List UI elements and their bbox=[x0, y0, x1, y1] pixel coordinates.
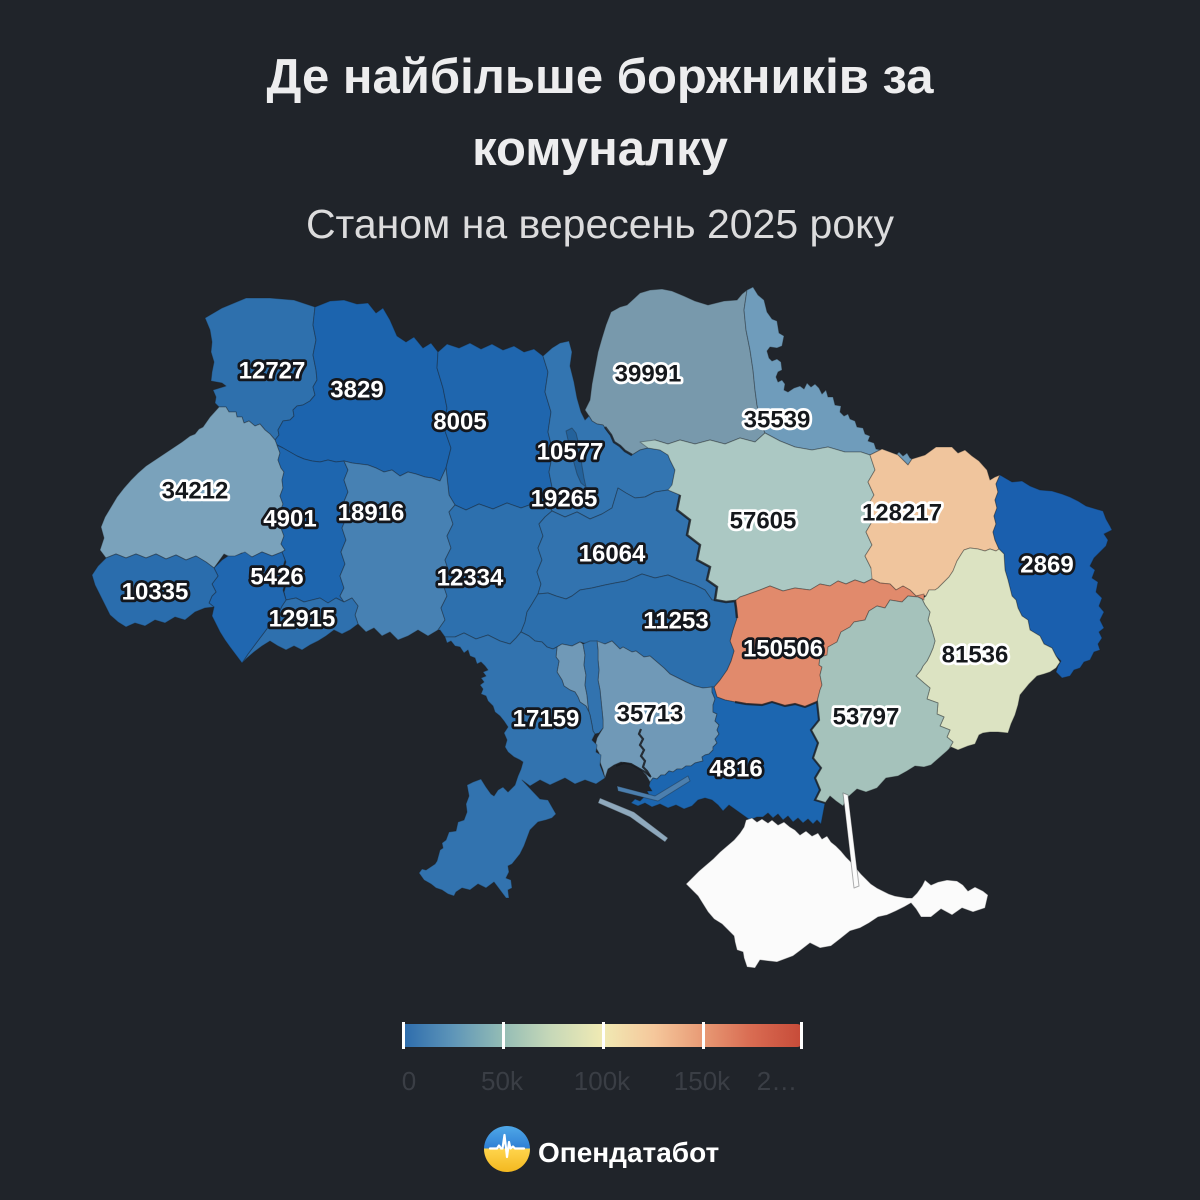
svg-text:128217: 128217 bbox=[862, 500, 942, 527]
svg-text:34212: 34212 bbox=[162, 478, 229, 505]
svg-text:12915: 12915 bbox=[269, 606, 336, 633]
svg-text:2869: 2869 bbox=[1020, 552, 1073, 579]
svg-text:12727: 12727 bbox=[239, 358, 306, 385]
svg-text:19265: 19265 bbox=[531, 486, 598, 513]
svg-text:8005: 8005 bbox=[433, 409, 486, 436]
svg-text:4816: 4816 bbox=[709, 756, 762, 783]
svg-text:17159: 17159 bbox=[513, 706, 580, 733]
svg-text:10335: 10335 bbox=[122, 579, 189, 606]
svg-text:35539: 35539 bbox=[744, 407, 811, 434]
svg-text:16064: 16064 bbox=[579, 541, 646, 568]
svg-text:10577: 10577 bbox=[537, 439, 604, 466]
svg-text:5426: 5426 bbox=[250, 564, 303, 591]
svg-text:4901: 4901 bbox=[263, 506, 316, 533]
svg-text:57605: 57605 bbox=[730, 508, 797, 535]
svg-text:35713: 35713 bbox=[617, 701, 684, 728]
svg-text:3829: 3829 bbox=[330, 377, 383, 404]
svg-text:39991: 39991 bbox=[615, 361, 682, 388]
svg-text:81536: 81536 bbox=[942, 642, 1009, 669]
svg-text:11253: 11253 bbox=[643, 608, 708, 635]
svg-text:150506: 150506 bbox=[743, 636, 823, 663]
svg-text:53797: 53797 bbox=[833, 704, 900, 731]
svg-text:12334: 12334 bbox=[437, 565, 504, 592]
svg-text:18916: 18916 bbox=[338, 500, 405, 527]
